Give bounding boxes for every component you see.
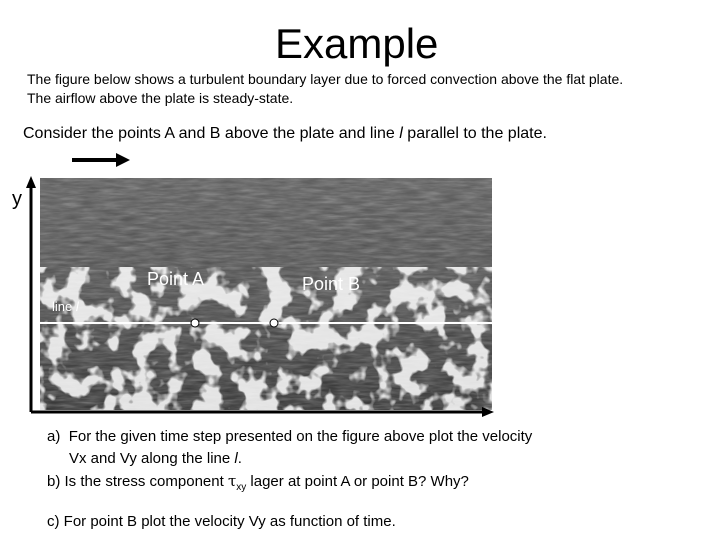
marker: b) bbox=[47, 473, 61, 490]
axis-label: y bbox=[12, 188, 22, 210]
prompt-text: Consider the points A and B above the pl… bbox=[23, 125, 400, 142]
x-arrowhead bbox=[482, 407, 494, 417]
marker: a) bbox=[47, 428, 61, 445]
question-a-2: Vx and Vy along the line l. bbox=[47, 448, 532, 470]
text: lager at point A or point B? Why? bbox=[246, 473, 469, 490]
symbol: l bbox=[234, 450, 238, 467]
questions: a) For the given time step presented on … bbox=[47, 426, 532, 533]
point-b-label: Point B bbox=[302, 274, 360, 294]
text: Is the stress component bbox=[64, 473, 228, 490]
question-b: b) Is the stress component τxy lager at … bbox=[47, 470, 532, 499]
intro-line: The airflow above the plate is steady-st… bbox=[27, 90, 294, 106]
point-a-label: Point A bbox=[147, 269, 204, 289]
figure: y Point A Point B line l bbox=[12, 153, 494, 417]
sub: xy bbox=[236, 482, 247, 493]
point-a-marker bbox=[190, 318, 200, 328]
text: For point B plot the velocity Vy as func… bbox=[63, 513, 396, 530]
intro-line: The figure below shows a turbulent bound… bbox=[27, 71, 624, 87]
point-b-marker bbox=[269, 318, 279, 328]
y-arrowhead bbox=[26, 176, 36, 188]
prompt-text: parallel to the plate. bbox=[402, 125, 547, 142]
intro: The figure below shows a turbulent bound… bbox=[27, 70, 623, 108]
text: For the given time step presented on the… bbox=[68, 428, 533, 445]
prompt-symbol: l bbox=[399, 125, 403, 142]
question-c: c) For point B plot the velocity Vy as f… bbox=[47, 511, 532, 533]
turbulence bbox=[40, 280, 492, 410]
tau: τ bbox=[227, 472, 237, 490]
marker: c) bbox=[47, 513, 60, 530]
title: Example bbox=[275, 20, 439, 67]
text: Vx and Vy along the line bbox=[69, 450, 235, 467]
line-label-symbol: l bbox=[76, 299, 80, 314]
question-a: a) For the given time step presented on … bbox=[47, 426, 532, 448]
line-label-text: line bbox=[52, 299, 72, 314]
flow-arrowhead bbox=[116, 153, 130, 167]
text: . bbox=[237, 450, 242, 467]
prompt: Consider the points A and B above the pl… bbox=[23, 125, 547, 143]
line-label: line l bbox=[52, 299, 80, 314]
